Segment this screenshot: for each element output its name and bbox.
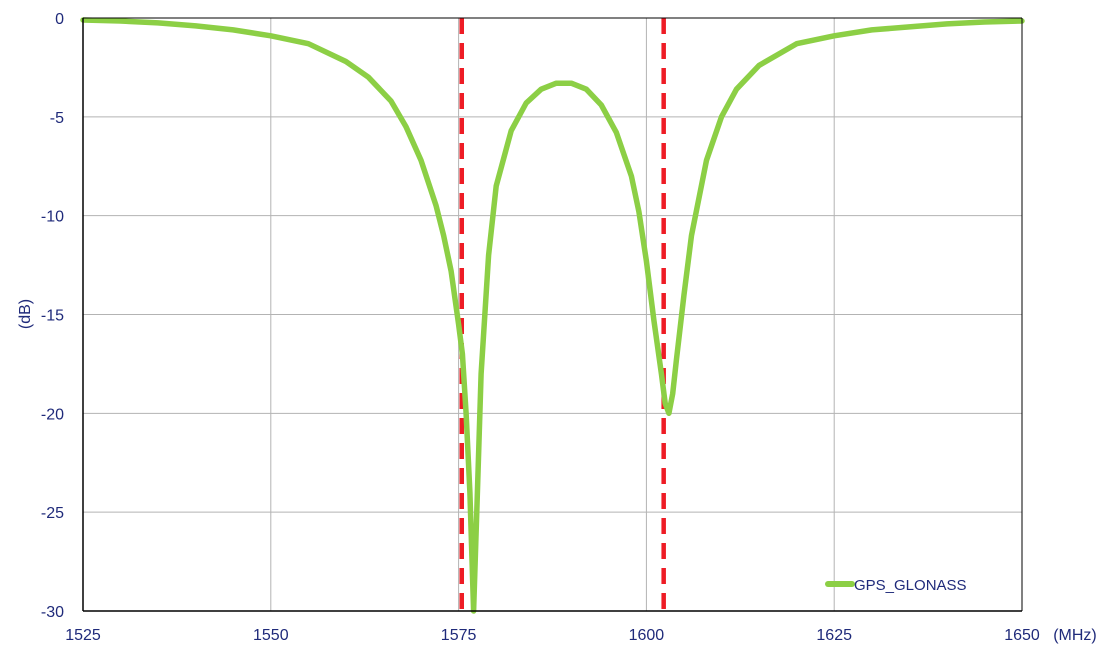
legend-entry-label: GPS_GLONASS [854,577,967,594]
y-axis-unit-label: (dB) [17,299,34,329]
axes [82,17,1023,612]
grid [83,18,1022,611]
series-line-gps-glonass [80,17,1025,614]
series-layer [80,17,1025,614]
y-tick-label: -15 [41,308,64,325]
y-tick-label: -25 [41,505,64,522]
x-tick-label: 1550 [253,627,289,644]
x-tick-label: 1525 [65,627,101,644]
legend: GPS_GLONASS [825,577,967,594]
x-axis-unit-label: (MHz) [1053,627,1097,644]
x-tick-label: 1575 [441,627,477,644]
y-tick-label: -5 [50,110,64,127]
y-tick-label: -20 [41,406,64,423]
tick-labels: 1525 1550 1575 1600 1625 1650 0 -5 -10 -15 -20 -25 -… [41,11,1040,644]
x-tick-label: 1625 [816,627,852,644]
x-tick-label: 1600 [629,627,665,644]
y-tick-label: -30 [41,604,64,621]
y-tick-label: -10 [41,209,64,226]
x-tick-label: 1650 [1004,627,1040,644]
y-tick-label: 0 [55,11,64,28]
